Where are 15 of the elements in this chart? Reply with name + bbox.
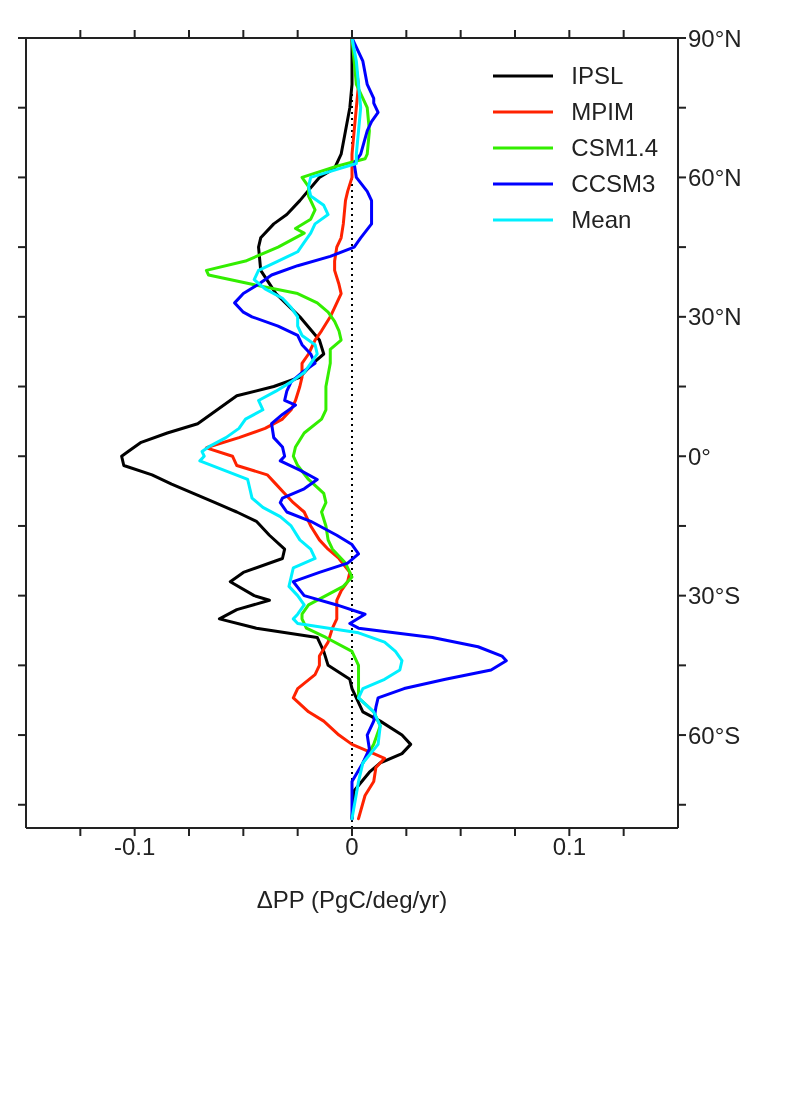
y-tick-label: 60°N (688, 163, 742, 191)
x-tick-label: -0.1 (113, 833, 156, 861)
y-tick-label: 90°N (688, 24, 742, 52)
legend-label: CCSM3 (571, 170, 656, 198)
legend-label: IPSL (571, 62, 624, 90)
y-tick-label: 30°N (688, 303, 742, 331)
y-tick-label: 0° (688, 442, 711, 470)
x-tick-label: 0.1 (552, 833, 587, 861)
y-tick-label: 60°S (688, 721, 741, 749)
legend-label: MPIM (571, 98, 634, 126)
x-axis-title: ΔPP (PgC/deg/yr) (256, 886, 448, 913)
y-tick-label: 30°S (688, 582, 741, 610)
legend-label: CSM1.4 (571, 134, 658, 162)
x-tick-label: 0 (345, 833, 359, 861)
legend-label: Mean (571, 206, 632, 234)
